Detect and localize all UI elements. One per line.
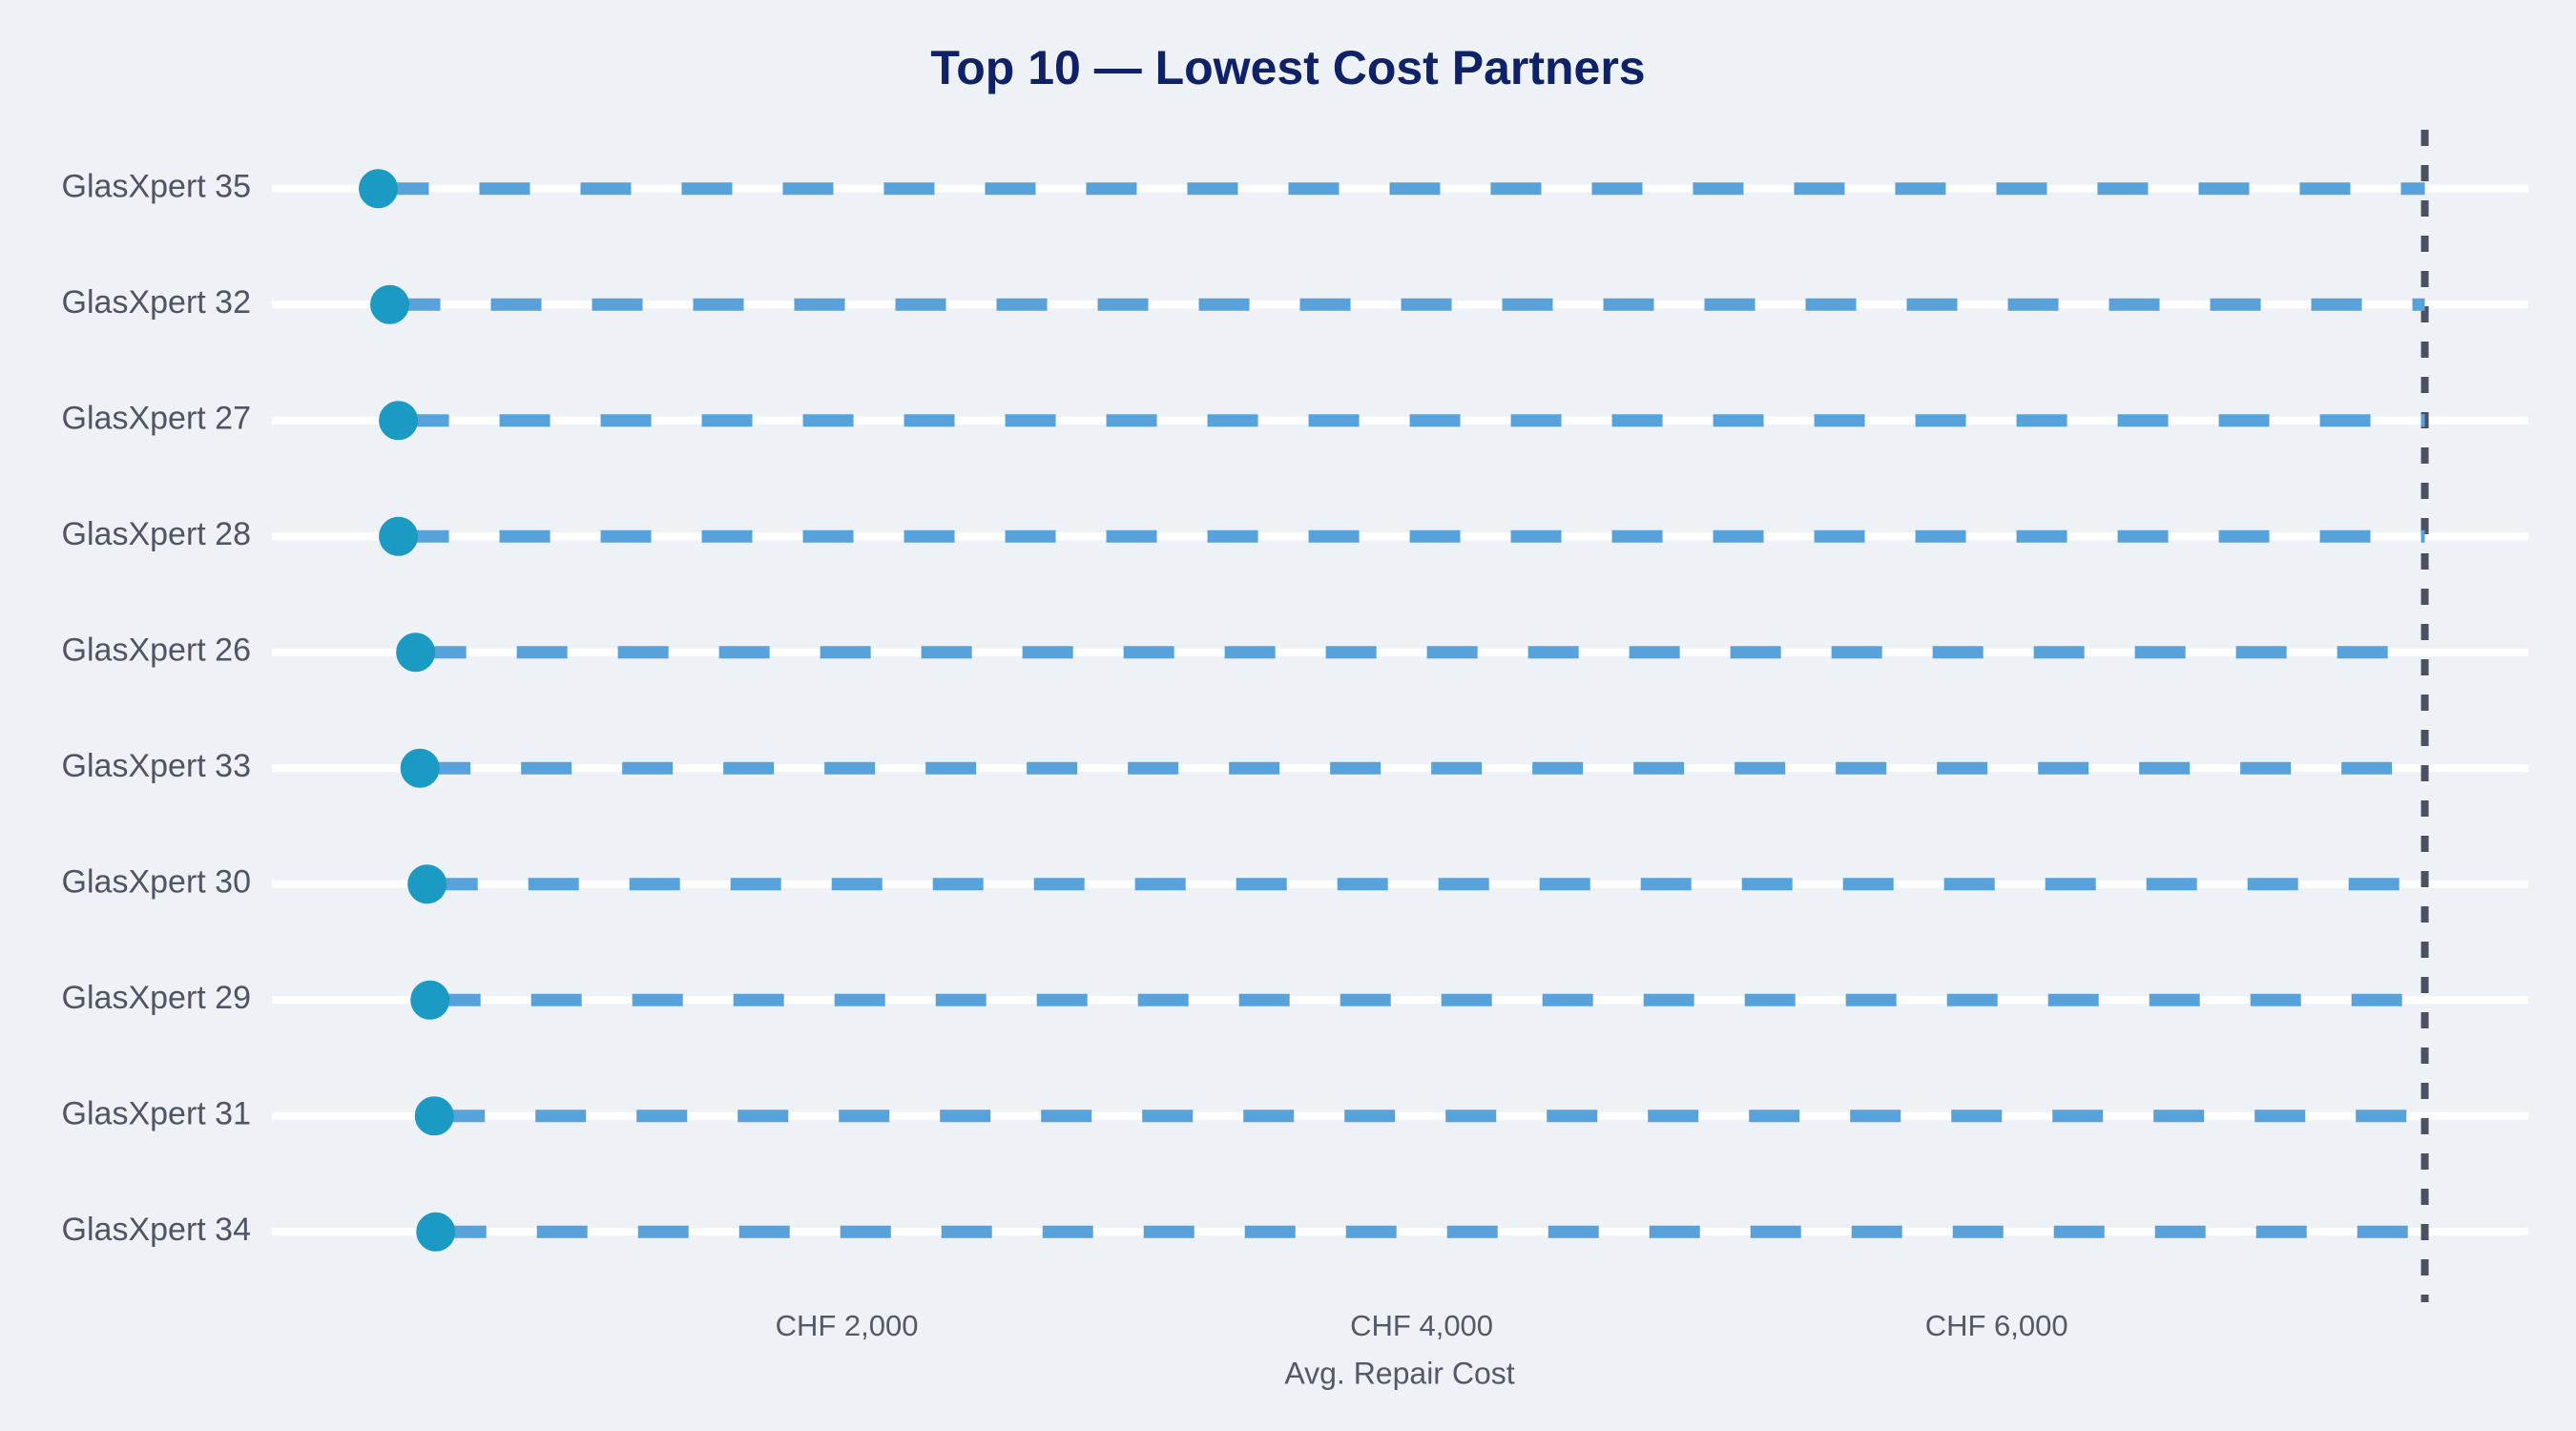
- y-axis-label: GlasXpert 31: [62, 1096, 251, 1132]
- y-axis-label: GlasXpert 28: [62, 516, 251, 552]
- lollipop-dot[interactable]: [400, 748, 440, 788]
- x-axis-tick-label: CHF 6,000: [1925, 1309, 2068, 1342]
- lollipop-dot[interactable]: [379, 401, 419, 441]
- y-axis-label: GlasXpert 35: [62, 169, 251, 205]
- lollipop-dot[interactable]: [414, 1096, 454, 1136]
- lollipop-dot[interactable]: [379, 516, 419, 556]
- lollipop-dot[interactable]: [410, 980, 450, 1020]
- lollipop-dot[interactable]: [396, 633, 436, 673]
- y-axis-label: GlasXpert 29: [62, 980, 251, 1016]
- x-axis-tick-label: CHF 2,000: [776, 1309, 919, 1342]
- lollipop-dot[interactable]: [407, 864, 447, 904]
- x-axis-title: Avg. Repair Cost: [1284, 1356, 1514, 1390]
- y-axis-label: GlasXpert 26: [62, 633, 251, 669]
- y-axis-label: GlasXpert 27: [62, 401, 251, 437]
- y-axis-label: GlasXpert 33: [62, 748, 251, 784]
- y-axis-label: GlasXpert 34: [62, 1212, 251, 1248]
- lollipop-dot[interactable]: [416, 1212, 456, 1252]
- lollipop-dot[interactable]: [370, 284, 410, 324]
- y-axis-label: GlasXpert 30: [62, 864, 251, 901]
- x-axis-tick-label: CHF 4,000: [1350, 1309, 1493, 1342]
- lollipop-dot[interactable]: [358, 169, 398, 209]
- y-axis-label: GlasXpert 32: [62, 284, 251, 321]
- chart-title: Top 10 — Lowest Cost Partners: [930, 41, 1645, 94]
